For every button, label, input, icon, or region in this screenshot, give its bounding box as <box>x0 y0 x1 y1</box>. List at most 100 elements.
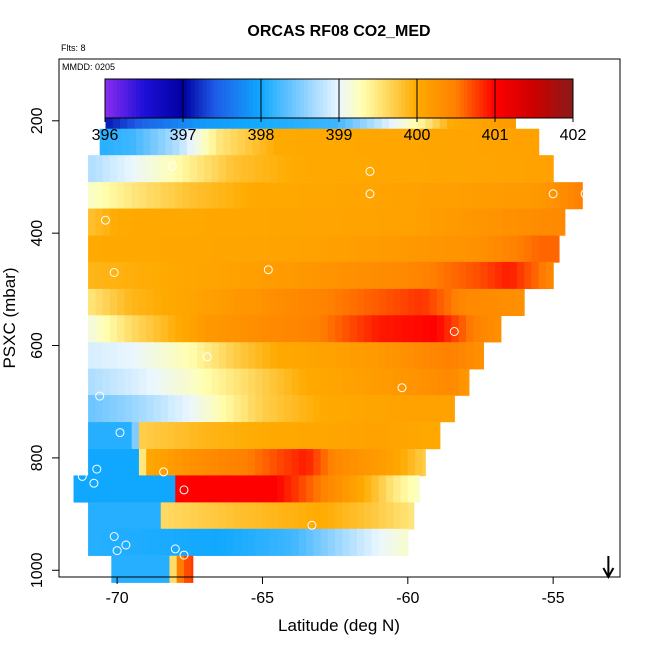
heat-cell <box>335 342 344 370</box>
heat-cell <box>204 208 213 236</box>
heat-cell <box>182 288 191 317</box>
heat-cell <box>342 395 351 423</box>
heat-cell <box>378 502 387 530</box>
heat-cell <box>371 182 380 210</box>
colorbar-segment <box>448 79 453 118</box>
heat-cell <box>545 261 554 290</box>
heat-cell <box>495 235 503 263</box>
heat-cell <box>386 288 394 317</box>
heat-cell <box>465 155 474 183</box>
heat-cell <box>386 208 394 236</box>
heat-cell <box>197 261 205 290</box>
heat-cell <box>451 182 460 210</box>
heat-cell <box>327 182 336 210</box>
heat-cell <box>102 182 111 210</box>
heat-cell <box>291 422 300 450</box>
heat-cell <box>306 449 314 477</box>
heat-cell <box>364 155 373 183</box>
heat-cell <box>138 368 147 396</box>
heat-cell <box>298 155 307 183</box>
heat-cell <box>455 128 464 156</box>
colorbar-segment <box>136 79 141 118</box>
heat-cell <box>574 182 583 210</box>
heat-cell <box>197 422 205 450</box>
heat-cell <box>378 155 387 183</box>
heat-cell <box>168 502 176 530</box>
colorbar-segment <box>198 79 203 118</box>
colorbar-segment <box>272 79 278 118</box>
heat-cell <box>320 422 329 450</box>
heat-cell <box>393 528 402 556</box>
heat-cell <box>291 208 300 236</box>
heat-cell <box>513 128 522 156</box>
heat-cell <box>95 395 104 423</box>
heat-cell <box>444 208 453 236</box>
heat-cell <box>356 235 365 263</box>
heat-cell <box>383 128 391 156</box>
heat-cell <box>262 502 271 530</box>
heat-cell <box>109 288 118 317</box>
heat-cell <box>335 182 344 210</box>
heat-cell <box>102 528 111 556</box>
heat-cell <box>146 395 155 423</box>
flight-point <box>109 532 119 541</box>
heat-cell <box>153 449 162 477</box>
heat-cell <box>356 261 365 290</box>
heat-cell <box>168 449 176 477</box>
colorbar-segment <box>214 79 219 118</box>
heat-cell <box>291 368 300 396</box>
heat-cell <box>277 315 285 343</box>
y-tick-label: 1000 <box>29 552 46 588</box>
heat-cell <box>458 368 467 396</box>
heat-cell <box>378 395 387 423</box>
heat-cell <box>189 208 198 236</box>
heat-cell <box>255 182 264 210</box>
heat-cell <box>313 342 322 370</box>
heat-cell <box>291 315 300 343</box>
heat-cell <box>218 208 227 236</box>
heat-cell <box>436 155 445 183</box>
colorbar-segment <box>155 79 161 118</box>
colorbar-segment <box>144 79 149 118</box>
heat-cell <box>327 155 336 183</box>
colorbar-tick-label: 396 <box>92 127 119 144</box>
heat-cell <box>146 261 155 290</box>
colorbar-segment <box>151 79 157 118</box>
colorbar-segment <box>300 79 305 118</box>
heat-cell <box>189 155 198 183</box>
heat-cell <box>356 368 365 396</box>
heat-cell <box>400 261 409 290</box>
heat-cell <box>143 128 152 156</box>
heat-cell <box>182 395 191 423</box>
heat-cell <box>560 208 566 236</box>
heat-cell <box>88 528 96 556</box>
heat-cell <box>109 342 118 370</box>
heat-cell <box>223 128 232 156</box>
heat-cell <box>492 128 500 156</box>
heat-cell <box>247 422 256 450</box>
heat-cell <box>95 182 104 210</box>
heat-cell <box>313 261 322 290</box>
heat-cell <box>364 528 373 556</box>
colorbar-segment <box>346 79 352 118</box>
heat-cell <box>349 182 358 210</box>
heat-cell <box>451 368 460 396</box>
heat-cell <box>240 235 249 263</box>
heat-cell <box>553 208 562 236</box>
heat-cell <box>262 261 271 290</box>
heat-cell <box>378 261 387 290</box>
heat-cell <box>197 208 205 236</box>
heat-cell <box>368 128 377 156</box>
heat-cell <box>284 315 293 343</box>
heat-cell <box>153 315 162 343</box>
heat-cell <box>262 155 271 183</box>
heat-cell <box>247 235 256 263</box>
heat-cell <box>327 235 336 263</box>
heat-cell <box>407 475 416 503</box>
heat-cell <box>531 155 540 183</box>
heat-cell <box>429 342 438 370</box>
heat-cell <box>189 395 198 423</box>
heat-cell <box>211 528 220 556</box>
heat-cell <box>240 208 249 236</box>
heat-cell <box>458 261 467 290</box>
